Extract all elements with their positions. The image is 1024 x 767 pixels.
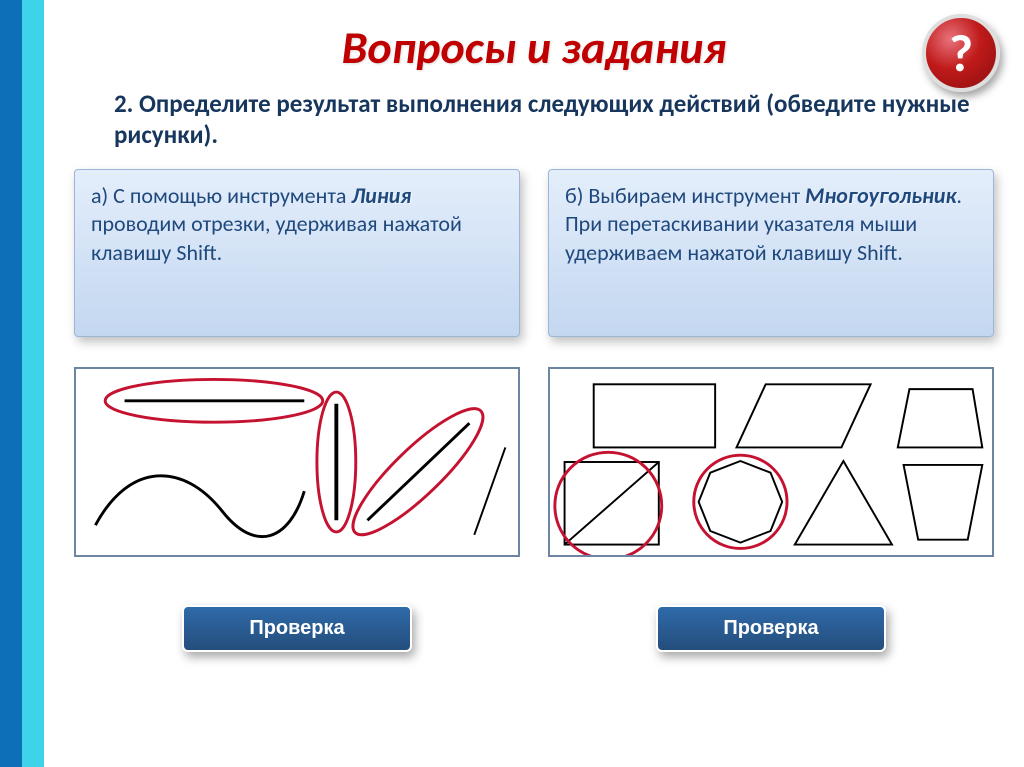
panel-a-tool: Линия [351, 182, 411, 209]
check-button-b[interactable]: Проверка [656, 605, 886, 652]
panel-a-prefix: а) С помощью инструмента [91, 182, 351, 209]
panel-b-svg [550, 369, 992, 555]
panel-b-drawing [548, 367, 994, 557]
panel-a-svg [76, 369, 518, 555]
panel-a-info: а) С помощью инструмента Линия проводим … [74, 169, 520, 337]
panel-b: б) Выбираем инструмент Многоугольник. Пр… [548, 169, 994, 557]
help-badge: ? [922, 14, 1000, 92]
slide-content: ? Вопросы и задания 2. Определите резуль… [44, 0, 1024, 767]
panel-b-info: б) Выбираем инструмент Многоугольник. Пр… [548, 169, 994, 337]
question-mark-icon: ? [949, 21, 973, 85]
panel-a: а) С помощью инструмента Линия проводим … [74, 169, 520, 557]
panel-a-drawing [74, 367, 520, 557]
left-accent-bar [0, 0, 44, 767]
check-button-a[interactable]: Проверка [182, 605, 412, 652]
panel-a-rest: проводим отрезки, удерживая нажатой клав… [91, 210, 462, 266]
panel-b-tool: Многоугольник [805, 182, 956, 209]
task-subtitle: 2. Определите результат выполнения следу… [114, 88, 974, 151]
panel-b-prefix: б) Выбираем инструмент [565, 182, 805, 209]
page-title: Вопросы и задания [64, 20, 1004, 76]
